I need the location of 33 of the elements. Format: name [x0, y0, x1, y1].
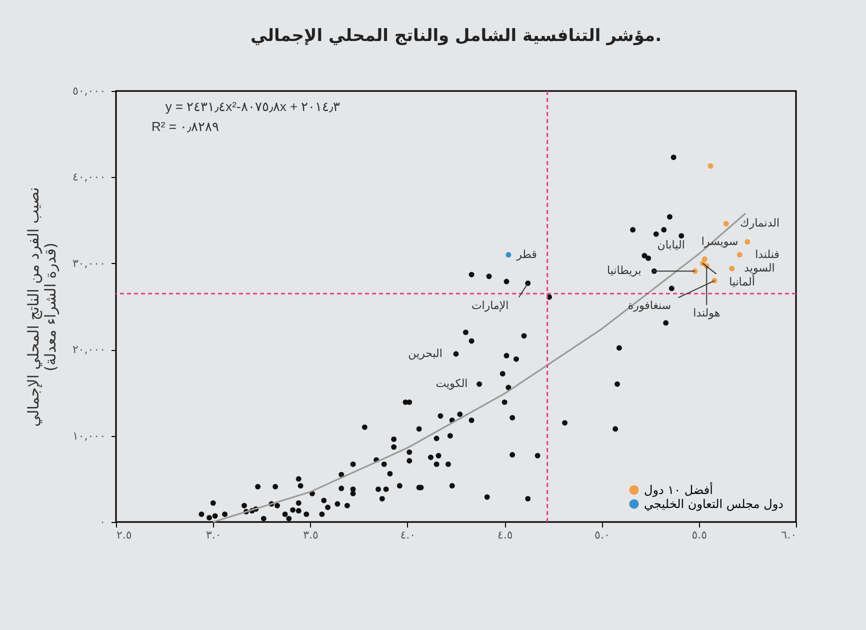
y-tick-label: ٥٠,٠٠٠: [72, 84, 106, 98]
y-tick-label: ٤٠,٠٠٠: [72, 170, 106, 184]
annotation: قطر: [516, 248, 537, 261]
x-tick-label: ٦.٠: [781, 528, 796, 542]
x-tick-label: ٣.٥: [303, 528, 319, 542]
annotation: البحرين: [408, 346, 442, 360]
x-tick-label: ٥.٥: [692, 528, 708, 542]
y-tick-label: ٢٠,٠٠٠: [72, 343, 106, 356]
y-tick-label: ٣٠,٠٠٠: [72, 256, 106, 270]
x-tick-label: ٣.٠: [206, 528, 222, 542]
annotation: سويسرا: [701, 234, 738, 248]
y-tick-label: ١٠,٠٠٠: [72, 429, 106, 442]
annotation: هولندا: [693, 306, 720, 320]
annotation: الإمارات: [471, 298, 509, 312]
annotation: الدنمارك: [740, 216, 780, 230]
annotation: فنلندا: [755, 248, 780, 261]
annotation: y = ٢٤٣١٫٤x²-٨٠٧٥٫٨x + ٢٠١٤٫٣: [165, 99, 340, 114]
x-tick-label: ٥.٠: [594, 528, 610, 542]
legend-label: أفضل ١٠ دول: [644, 482, 713, 497]
y-axis-title: نصيب الفرد من الناتج المحلي الإجمالي (قدرة الشراء معدلة): [24, 187, 60, 427]
x-tick-label: ٤.٠: [400, 528, 416, 542]
chart-title: مؤشر التنافسية الشامل والناتج المحلي الإجمالي.: [250, 26, 662, 46]
annotation: الكويت: [436, 377, 468, 390]
annotation: R² = ٠٫٨٢٨٩: [151, 119, 220, 134]
annotation: ألمانيا: [729, 274, 755, 288]
x-tick-label: ٢.٥: [116, 528, 132, 542]
annotation: اليابان: [657, 238, 685, 252]
x-tick-label: ٤.٥: [497, 528, 513, 542]
legend-label: دول مجلس التعاون الخليجي: [644, 497, 784, 511]
annotation: السويد: [744, 262, 775, 275]
annotation: سنغافورة: [628, 299, 672, 312]
annotation: بريطانيا: [607, 264, 642, 278]
y-tick-label: ٠: [100, 516, 106, 528]
